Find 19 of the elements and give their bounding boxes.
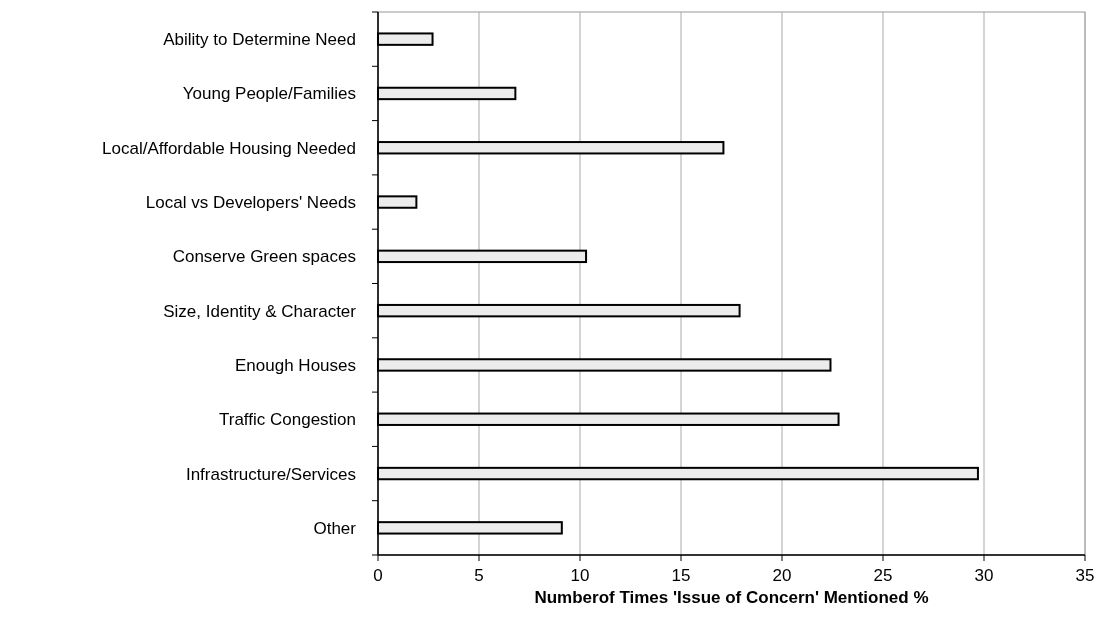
y-tick-label: Ability to Determine Need [163, 30, 356, 50]
x-tick-label: 0 [373, 566, 383, 585]
y-tick-label: Size, Identity & Character [163, 301, 357, 321]
y-tick-label: Enough Houses [235, 355, 356, 375]
x-axis-title: Numberof Times 'Issue of Concern' Mentioned % [534, 588, 929, 607]
y-tick-label: Local/Affordable Housing Needed [102, 138, 356, 158]
x-tick-label: 30 [974, 566, 994, 585]
y-tick-label: Young People/Families [182, 84, 356, 104]
x-tick-label: 5 [474, 566, 484, 585]
x-tick-label: 15 [671, 566, 691, 585]
y-tick-label: Other [313, 518, 357, 538]
y-tick-label: Infrastructure/Services [185, 464, 356, 484]
y-tick-label: Local vs Developers' Needs [145, 193, 356, 212]
x-tick-label: 35 [1075, 566, 1095, 585]
y-tick-label: Traffic Congestion [218, 410, 356, 430]
y-tick-label: Conserve Green spaces [172, 247, 356, 267]
x-tick-label: 25 [873, 566, 893, 585]
x-tick-label: 10 [570, 566, 590, 585]
x-tick-label: 20 [772, 566, 792, 585]
